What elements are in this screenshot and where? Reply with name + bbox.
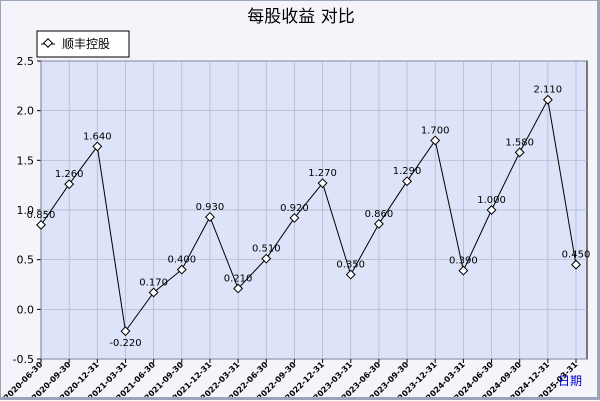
data-point bbox=[458, 265, 469, 276]
y-tick-label: 0.5 bbox=[17, 254, 35, 267]
legend: 顺丰控股 bbox=[36, 30, 130, 58]
x-axis-label: 日期 bbox=[558, 374, 582, 388]
data-label: 1.270 bbox=[308, 168, 337, 179]
y-tick-label: 2.0 bbox=[17, 105, 35, 118]
data-point bbox=[430, 135, 441, 146]
chart-title: 每股收益 对比 bbox=[247, 7, 354, 27]
data-label: 0.450 bbox=[562, 250, 591, 261]
data-label: 1.000 bbox=[477, 195, 506, 206]
data-point bbox=[148, 287, 159, 298]
data-point bbox=[92, 141, 103, 152]
data-label: 0.930 bbox=[196, 202, 225, 213]
data-label: 0.390 bbox=[449, 256, 478, 267]
data-label: 1.290 bbox=[393, 166, 422, 177]
data-label: 0.860 bbox=[365, 209, 394, 220]
series-line bbox=[40, 98, 577, 333]
data-label: 1.260 bbox=[55, 169, 84, 180]
data-label: 0.850 bbox=[27, 210, 56, 221]
data-point bbox=[261, 253, 272, 264]
data-point bbox=[64, 179, 75, 190]
data-label: 0.510 bbox=[252, 244, 281, 255]
data-label: 1.640 bbox=[83, 131, 112, 142]
data-point bbox=[317, 178, 328, 189]
legend-marker-icon bbox=[43, 38, 53, 48]
data-point bbox=[36, 219, 46, 230]
data-point bbox=[345, 269, 356, 280]
y-tick-label: 1.5 bbox=[17, 154, 35, 167]
legend-entry-label: 顺丰控股 bbox=[62, 37, 110, 51]
data-point bbox=[486, 205, 497, 215]
data-point bbox=[176, 264, 187, 275]
data-point bbox=[233, 283, 244, 294]
data-label: 0.210 bbox=[224, 273, 253, 284]
data-point bbox=[571, 259, 581, 270]
data-point bbox=[120, 326, 131, 337]
data-label: 0.400 bbox=[167, 255, 196, 266]
data-label: 0.920 bbox=[280, 203, 309, 214]
y-tick-label: 0.0 bbox=[17, 303, 35, 316]
data-point bbox=[514, 147, 525, 158]
data-label: 0.170 bbox=[139, 277, 168, 288]
y-tick-label: 2.5 bbox=[17, 55, 35, 68]
data-point bbox=[402, 176, 413, 187]
data-point bbox=[204, 212, 215, 222]
data-point bbox=[289, 212, 300, 223]
y-tick-label: 1.0 bbox=[17, 204, 35, 217]
data-label: 1.700 bbox=[421, 125, 450, 136]
data-label: 2.110 bbox=[534, 85, 563, 96]
data-label: 0.350 bbox=[336, 260, 365, 271]
data-label: 1.580 bbox=[505, 137, 534, 148]
y-tick-label: -0.5 bbox=[13, 353, 34, 366]
data-point bbox=[542, 94, 553, 105]
data-point bbox=[373, 218, 384, 229]
data-label: -0.220 bbox=[109, 338, 141, 349]
